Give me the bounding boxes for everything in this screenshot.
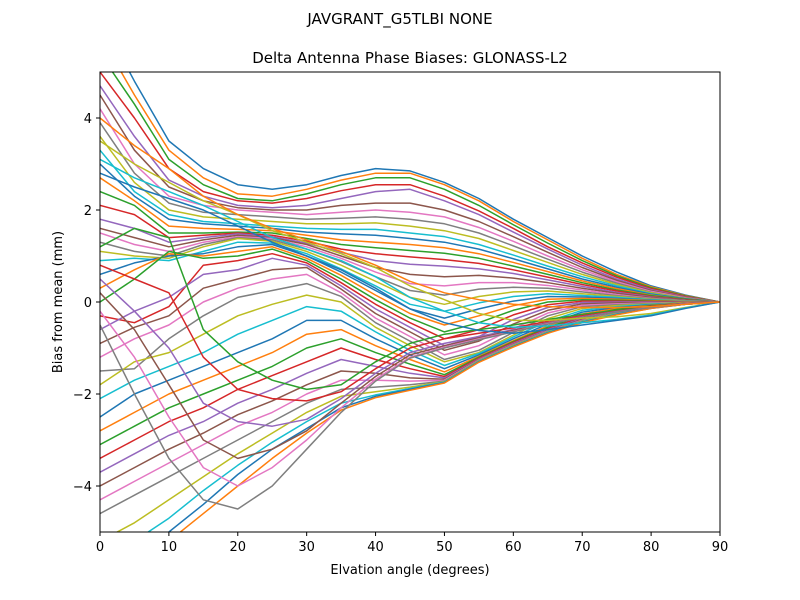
x-tick-label: 70 [574, 540, 591, 555]
y-tick-label: −2 [73, 388, 92, 403]
series-line-8 [100, 122, 720, 303]
series-line-9 [100, 135, 720, 303]
y-tick-label: 2 [84, 204, 92, 219]
x-tick-label: 30 [298, 540, 315, 555]
x-axis-ticks: 0 10 20 30 40 50 60 70 80 90 [96, 532, 728, 555]
figure-suptitle: JAVGRANT_G5TLBI NONE [306, 10, 492, 29]
series-line-2 [120, 72, 720, 303]
series-line-29 [100, 294, 720, 386]
series-line-28 [100, 282, 720, 372]
series-line-24 [100, 252, 720, 340]
series-line-18 [100, 236, 720, 303]
x-tick-label: 50 [436, 540, 453, 555]
series-line-32 [100, 301, 720, 432]
series-line-30 [100, 301, 720, 400]
y-axis-label: Bias from mean (mm) [51, 231, 66, 373]
series-line-25 [100, 257, 720, 347]
series-line-3 [111, 72, 720, 303]
x-tick-label: 60 [505, 540, 522, 555]
series-line-23 [100, 248, 720, 333]
series-line-27 [100, 273, 720, 358]
x-tick-label: 80 [643, 540, 660, 555]
y-tick-label: 0 [84, 296, 92, 311]
series-line-14 [100, 204, 720, 303]
series-line-43 [100, 227, 720, 391]
x-tick-label: 40 [367, 540, 384, 555]
series-line-1 [128, 72, 720, 303]
x-tick-label: 0 [96, 540, 104, 555]
series-line-12 [100, 177, 720, 303]
x-tick-label: 10 [161, 540, 178, 555]
chart-title: Delta Antenna Phase Biases: GLONASS-L2 [252, 49, 568, 67]
series-line-51 [100, 172, 720, 335]
series-line-13 [100, 190, 720, 303]
x-axis-label: Elvation angle (degrees) [330, 563, 489, 578]
series-line-22 [100, 246, 720, 326]
series-line-16 [100, 227, 720, 303]
series-line-11 [100, 163, 720, 303]
series-line-42 [179, 301, 720, 532]
y-tick-label: 4 [84, 112, 92, 127]
series-line-17 [100, 232, 720, 303]
series-line-10 [100, 149, 720, 303]
series-line-33 [100, 301, 720, 446]
series-line-50 [100, 158, 720, 329]
x-tick-label: 20 [230, 540, 247, 555]
series-line-20 [100, 241, 720, 312]
series-line-15 [100, 218, 720, 303]
x-tick-label: 90 [712, 540, 729, 555]
y-axis-ticks: −4 −2 0 2 4 [73, 112, 100, 495]
series-line-26 [100, 266, 720, 352]
series-line-52 [100, 117, 720, 309]
y-tick-label: −4 [73, 480, 92, 495]
series-line-49 [100, 140, 720, 322]
series-line-48 [100, 301, 720, 510]
series-line-4 [100, 72, 720, 303]
series-layer [100, 72, 720, 532]
